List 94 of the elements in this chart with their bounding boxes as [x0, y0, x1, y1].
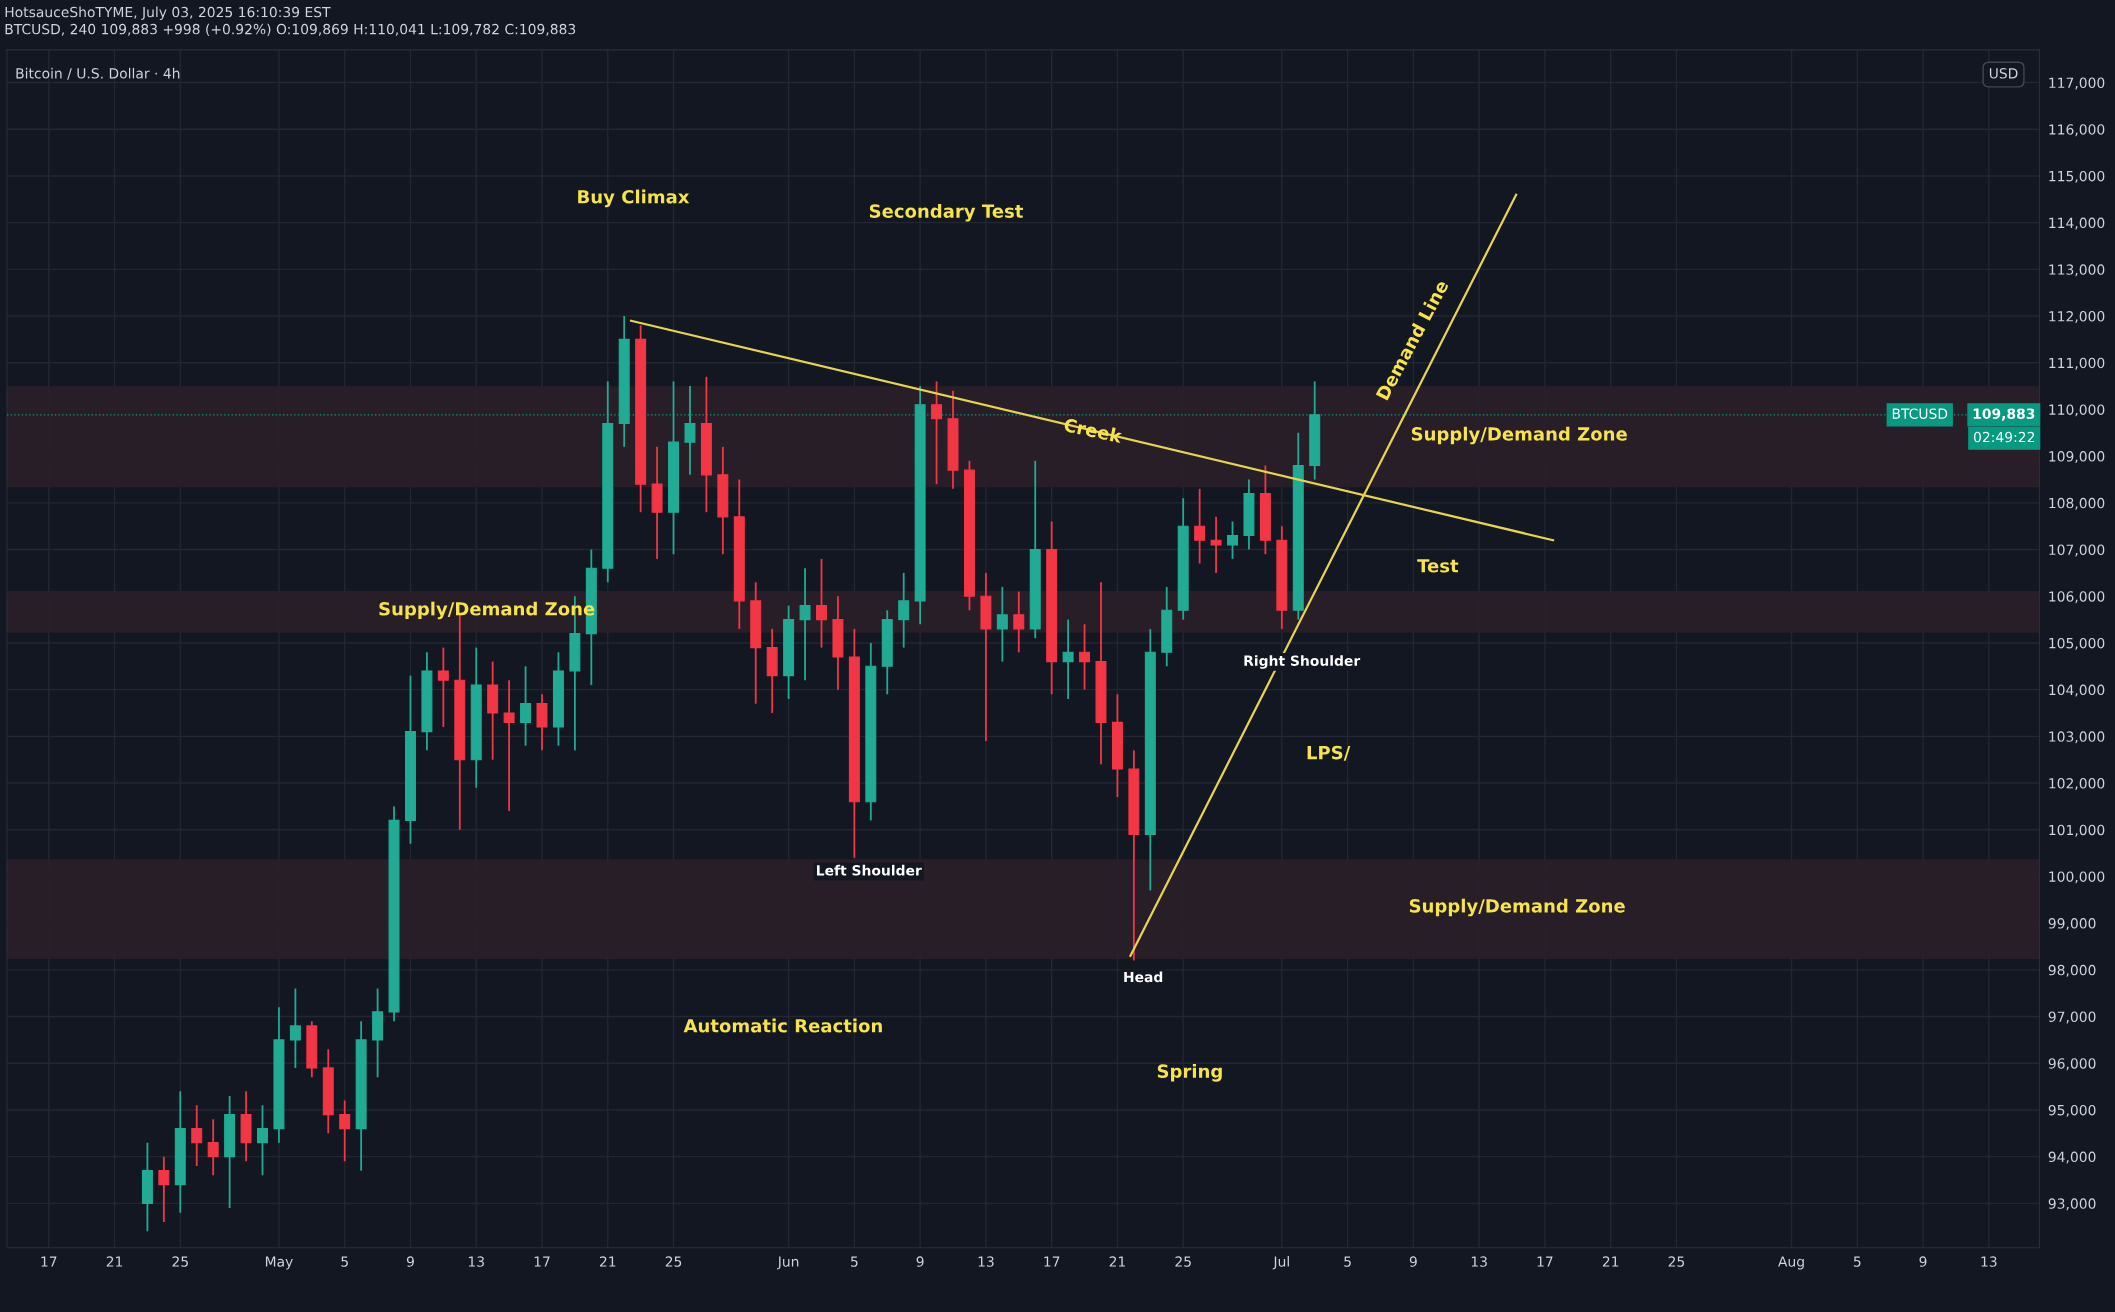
x-tick-label: 25 [172, 1256, 188, 1267]
annotation: Spring [1157, 1064, 1222, 1082]
y-tick-label: 106,000 [2049, 591, 2105, 604]
candlestick [207, 1118, 219, 1177]
annotation: Right Shoulder [1244, 655, 1361, 669]
candlestick [1013, 590, 1025, 654]
text: Bitcoin / U.S. Dollar · 4h [16, 67, 180, 80]
annotation: Secondary Test [869, 203, 1023, 222]
y-tick-label: 98,000 [2048, 964, 2096, 977]
annotation: Buy Climax [578, 189, 690, 208]
y-tick-label: 94,000 [2048, 1151, 2096, 1164]
x-tick-label: 17 [1044, 1256, 1060, 1267]
y-tick-label: 116,000 [2049, 124, 2105, 137]
candlestick [1227, 520, 1239, 560]
y-tick-label: 112,000 [2049, 311, 2105, 323]
annotation: Head [1124, 971, 1163, 983]
annotation: Supply/Demand Zone [1409, 898, 1625, 917]
x-tick-label: Jun [777, 1256, 799, 1270]
candlestick [684, 385, 696, 476]
y-tick-label: 102,000 [2049, 778, 2105, 790]
x-tick-label: 5 [1853, 1256, 1861, 1267]
x-tick-label: 25 [1668, 1256, 1685, 1267]
y-tick-label: 107,000 [2049, 544, 2105, 557]
candlestick [289, 987, 301, 1069]
x-tick-label: Jul [1272, 1256, 1289, 1270]
candlestick [1079, 623, 1091, 691]
candlestick [898, 571, 910, 649]
x-tick-label: 9 [1919, 1256, 1927, 1267]
y-tick-label: 99,000 [2048, 918, 2096, 931]
annotation: USD [1989, 68, 2018, 79]
candlestick [257, 1104, 268, 1177]
annotation: Left Shoulder [817, 864, 922, 876]
y-tick-label: 96,000 [2048, 1058, 2096, 1071]
candlestick [799, 567, 811, 682]
y-tick-label: 95,000 [2048, 1104, 2096, 1117]
annotation: LPS/ [1307, 745, 1351, 761]
y-tick-label: 93,000 [2048, 1198, 2096, 1211]
candlestick [1194, 487, 1206, 565]
x-tick-label: 21 [1602, 1256, 1619, 1267]
y-tick-label: 103,000 [2049, 731, 2105, 744]
candlestick [191, 1104, 203, 1167]
y-tick-label: 111,000 [2049, 357, 2105, 370]
x-tick-label: 13 [468, 1256, 484, 1267]
y-tick-label: 97,000 [2048, 1011, 2096, 1024]
candlestick [1062, 618, 1074, 700]
x-tick-label: 25 [665, 1256, 682, 1267]
candlestick [158, 1155, 170, 1223]
y-tick-label: 108,000 [2049, 497, 2105, 510]
candlestick [816, 557, 827, 649]
y-tick-label: 115,000 [2049, 170, 2105, 183]
y-tick-label: 101,000 [2049, 824, 2105, 837]
candlestick [520, 665, 532, 747]
candlestick [339, 1099, 351, 1163]
x-tick-label: 13 [978, 1256, 994, 1267]
y-tick-label: 113,000 [2049, 264, 2105, 277]
x-tick-label: 13 [1981, 1256, 1997, 1267]
y-tick-label: 104,000 [2049, 684, 2105, 697]
x-tick-label: 9 [406, 1256, 414, 1267]
x-tick-label: 17 [41, 1256, 57, 1267]
x-tick-label: 17 [1537, 1256, 1553, 1267]
y-tick-label: 100,000 [2049, 871, 2105, 884]
x-tick-label: 25 [1175, 1256, 1191, 1267]
x-tick-label: 21 [106, 1256, 123, 1267]
candlestick [536, 693, 548, 752]
x-tick-label: 21 [599, 1256, 616, 1267]
annotation: BTCUSD [1892, 408, 1948, 419]
y-tick-label: 114,000 [2049, 217, 2105, 230]
candlestick [931, 380, 943, 486]
candlestick [503, 679, 515, 812]
annotation: 02:49:22 [1973, 431, 2035, 443]
annotation: Automatic Reaction [683, 1018, 882, 1033]
y-tick-label: 110,000 [2049, 404, 2105, 417]
x-tick-label: 21 [1109, 1256, 1125, 1267]
text: HotsauceShoTYME, July 03, 2025 16:10:39 EST [5, 6, 331, 20]
candlestick [996, 586, 1008, 663]
candlestick [1210, 515, 1222, 574]
x-tick-label: Aug [1778, 1256, 1804, 1270]
text: BTCUSD, 240 109,883 +998 (+0.92%) O:109,869 H:110,041 L:109,782 C:109,883 [5, 23, 576, 36]
annotation: Test [1417, 559, 1459, 573]
x-tick-label: 5 [1344, 1256, 1351, 1267]
x-tick-label: 5 [341, 1256, 348, 1267]
x-tick-label: 5 [851, 1256, 858, 1267]
x-tick-label: 9 [916, 1256, 924, 1267]
x-tick-label: 17 [534, 1256, 550, 1267]
x-tick-label: 13 [1471, 1256, 1487, 1267]
candlestick [437, 646, 449, 728]
x-tick-label: May [265, 1256, 293, 1270]
y-tick-label: 109,000 [2049, 451, 2105, 464]
ref-line-label: 109,883 [1973, 408, 2035, 421]
y-tick-label: 105,000 [2049, 637, 2105, 650]
annotation: Supply/Demand Zone [1411, 426, 1627, 445]
annotation: Creek [1063, 417, 1124, 444]
x-tick-label: 9 [1409, 1256, 1417, 1267]
y-tick-label: 117,000 [2049, 77, 2105, 90]
